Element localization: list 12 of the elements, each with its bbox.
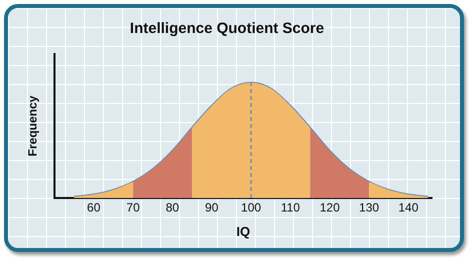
x-tick-label: 90: [205, 200, 219, 215]
x-tick-label: 120: [320, 200, 340, 215]
x-axis-title: IQ: [236, 224, 250, 239]
x-tick-label: 130: [359, 200, 380, 215]
x-tick-label: 60: [87, 200, 101, 215]
x-tick-label: 100: [241, 200, 262, 215]
x-tick-label: 80: [166, 200, 180, 215]
x-tick-label: 110: [280, 200, 300, 215]
x-tick-label: 140: [398, 200, 419, 215]
chart-title: Intelligence Quotient Score: [130, 20, 324, 38]
y-axis-title: Frequency: [26, 95, 40, 156]
x-tick-label: 70: [126, 200, 140, 215]
